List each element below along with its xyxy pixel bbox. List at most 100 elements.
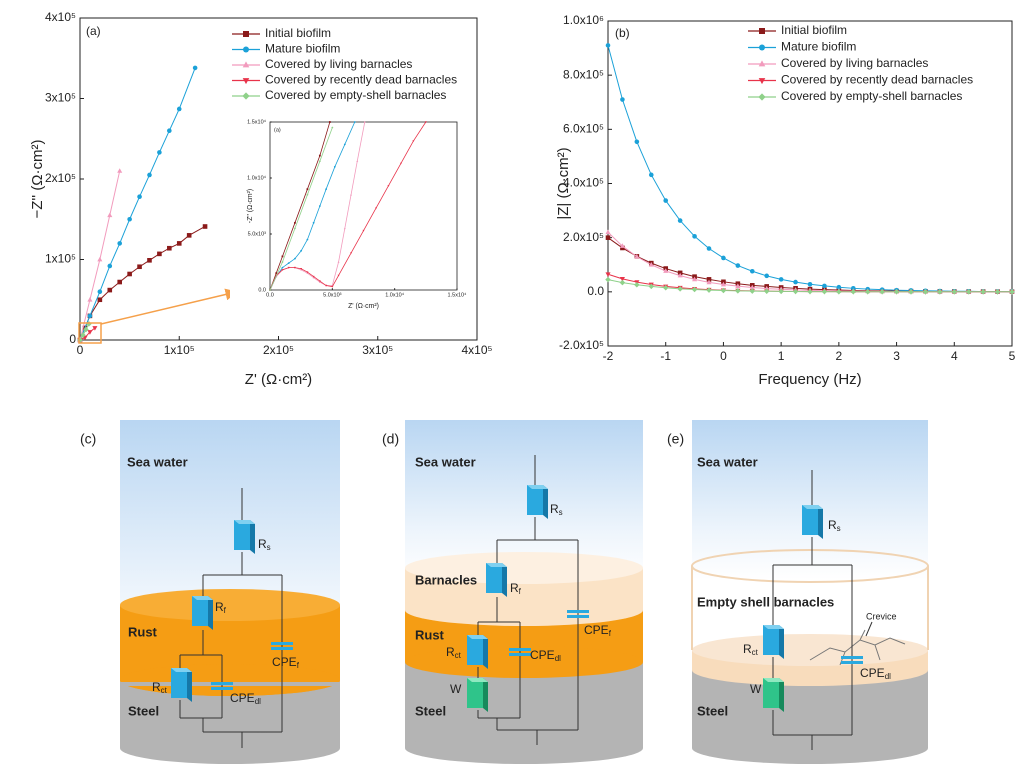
x-axis-title: Frequency (Hz) xyxy=(758,371,861,388)
data-point xyxy=(87,296,93,302)
x-axis-title: Z' (Ω·cm²) xyxy=(348,303,379,310)
data-point xyxy=(293,227,297,230)
component-subscript: ct xyxy=(455,651,462,660)
data-point xyxy=(677,272,683,278)
y-axis-title: -Z'' (Ω·cm²) xyxy=(247,189,254,223)
component-name: W xyxy=(450,682,462,696)
x-tick-label: 0 xyxy=(77,343,84,357)
block-front xyxy=(171,668,187,698)
data-point xyxy=(127,216,132,222)
data-point xyxy=(951,289,958,295)
component-name: CPE xyxy=(530,648,555,662)
legend-label: Covered by living barnacles xyxy=(781,56,928,70)
legend-label: Covered by recently dead barnacles xyxy=(265,73,457,87)
component-name: CPE xyxy=(230,691,255,705)
component-label: Rct xyxy=(152,680,168,695)
series-line xyxy=(79,170,121,341)
diagram-text: (d) xyxy=(382,431,399,447)
x-tick-label: 1x10⁵ xyxy=(164,343,195,357)
data-point xyxy=(331,126,334,129)
x-tick-label: -2 xyxy=(603,349,614,363)
block-side xyxy=(543,485,548,519)
data-point xyxy=(117,241,122,246)
component-subscript: s xyxy=(267,543,271,552)
legend-label: Covered by recently dead barnacles xyxy=(781,73,973,87)
panel-label: (a) xyxy=(274,127,281,133)
data-point xyxy=(965,289,972,295)
data-point xyxy=(287,266,290,269)
component-label: CPEf xyxy=(272,655,300,670)
block-top xyxy=(192,596,213,600)
capacitor-plate xyxy=(211,687,233,690)
data-point xyxy=(634,282,640,288)
x-tick-label: 3 xyxy=(893,349,900,363)
data-point xyxy=(692,234,697,239)
data-point xyxy=(764,273,770,279)
y-tick-label: 1.0x10⁶ xyxy=(563,13,604,27)
crevice-arrow xyxy=(865,621,873,637)
x-tick-label: 2 xyxy=(836,349,843,363)
legend-marker xyxy=(242,92,250,100)
data-point xyxy=(605,229,611,235)
data-point xyxy=(343,227,346,230)
component-name: R xyxy=(152,680,161,694)
crevice xyxy=(809,629,906,666)
plot-frame xyxy=(269,121,458,291)
layer-bottom xyxy=(692,732,928,764)
data-point xyxy=(92,326,98,331)
data-point xyxy=(778,288,784,295)
data-point xyxy=(97,256,103,262)
layer-bottom xyxy=(405,646,643,678)
data-point xyxy=(147,258,152,263)
data-point xyxy=(294,257,296,260)
data-point xyxy=(399,162,402,165)
capacitor-plate xyxy=(567,610,589,613)
y-tick-label: 1x10⁵ xyxy=(45,252,76,266)
data-point xyxy=(77,337,83,343)
component-subscript: ct xyxy=(161,686,168,695)
capacitor-plate xyxy=(841,656,863,659)
component-label: CPEdl xyxy=(860,666,891,681)
panel-label: (a) xyxy=(86,24,101,38)
data-point xyxy=(922,289,929,295)
diagram-text: Crevice xyxy=(866,611,897,621)
data-point xyxy=(275,272,278,275)
data-point xyxy=(792,288,799,295)
y-tick-label: 1.0x10⁴ xyxy=(247,174,267,181)
data-point xyxy=(706,277,712,282)
component-block xyxy=(192,596,213,630)
legend-marker xyxy=(759,28,765,34)
data-point xyxy=(97,289,103,295)
legend-marker xyxy=(242,61,250,68)
data-point xyxy=(648,283,655,290)
y-axis-title: −Z'' (Ω·cm²) xyxy=(29,139,46,218)
data-point xyxy=(325,188,327,191)
legend-marker xyxy=(758,93,766,101)
component-block xyxy=(763,678,784,712)
data-point xyxy=(721,255,726,261)
component-name: R xyxy=(828,518,837,532)
layer-bottom xyxy=(405,594,643,626)
data-point xyxy=(634,253,640,259)
data-point xyxy=(157,251,162,257)
data-point xyxy=(677,218,683,223)
component-name: R xyxy=(215,600,224,614)
y-tick-label: -2.0x10⁵ xyxy=(559,338,604,352)
component-block xyxy=(486,563,507,597)
data-point xyxy=(1009,289,1015,295)
data-point xyxy=(864,288,871,295)
x-tick-label: 4 xyxy=(951,349,958,363)
data-point xyxy=(619,279,626,286)
component-name: CPE xyxy=(584,623,609,637)
component-block xyxy=(467,635,488,669)
capacitor-plate xyxy=(271,647,293,650)
data-point xyxy=(337,260,340,263)
block-top xyxy=(486,563,507,567)
data-point xyxy=(362,229,365,232)
data-point xyxy=(306,193,309,196)
data-point xyxy=(850,288,857,295)
y-tick-label: 6.0x10⁵ xyxy=(563,122,604,136)
data-point xyxy=(605,235,611,240)
data-point xyxy=(663,268,669,273)
component-label: W xyxy=(750,682,762,696)
